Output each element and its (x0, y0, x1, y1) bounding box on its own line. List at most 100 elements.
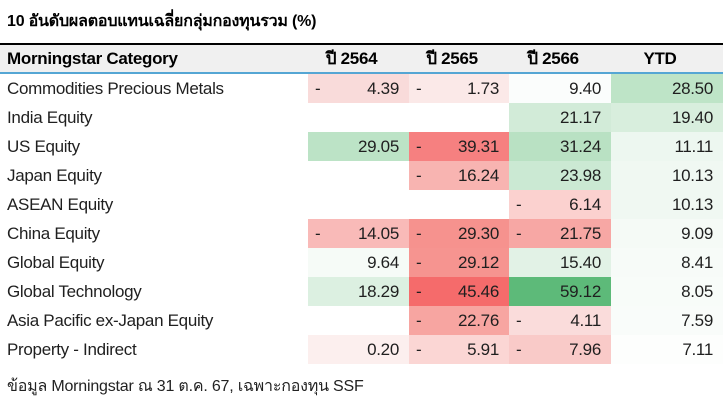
return-value: 5.91 (467, 339, 499, 359)
negative-sign: - (315, 78, 321, 98)
return-value: 16.24 (457, 165, 499, 185)
negative-sign: - (416, 136, 422, 156)
category-cell: Asia Pacific ex-Japan Equity (7, 310, 214, 330)
return-value: 8.05 (681, 281, 713, 301)
value-cell: - 29.30 (409, 219, 509, 248)
return-value: 14.05 (357, 223, 399, 243)
source-note: ข้อมูล Morningstar ณ 31 ต.ค. 67, เฉพาะกอ… (7, 378, 364, 395)
value-cell: 19.40 (611, 103, 723, 132)
negative-sign: - (416, 281, 422, 301)
value-cell: 8.05 (611, 277, 723, 306)
value-cell: 10.13 (611, 190, 723, 219)
category-cell: China Equity (7, 223, 100, 243)
return-value: 18.29 (357, 281, 399, 301)
category-cell: Japan Equity (7, 165, 102, 185)
return-value: 22.76 (457, 310, 499, 330)
return-value: 0.20 (367, 339, 399, 359)
return-value: 10.13 (671, 165, 713, 185)
value-cell: 18.29 (308, 277, 409, 306)
return-value: 7.59 (681, 310, 713, 330)
return-value: 19.40 (671, 107, 713, 127)
negative-sign: - (416, 78, 422, 98)
value-cell (308, 103, 409, 132)
value-cell: 23.98 (509, 161, 611, 190)
return-value: 29.05 (357, 136, 399, 156)
negative-sign: - (416, 165, 422, 185)
column-header-year-2564: ปี 2564 (325, 49, 378, 68)
value-cell (308, 306, 409, 335)
value-cell: 59.12 (509, 277, 611, 306)
value-cell: 28.50 (611, 73, 723, 103)
value-cell: 8.41 (611, 248, 723, 277)
table-header-row: Morningstar Category ปี 2564 ปี 2565 ปี … (0, 44, 723, 73)
value-cell: 9.09 (611, 219, 723, 248)
return-value: 28.50 (671, 78, 713, 98)
table-row: Asia Pacific ex-Japan Equity -22.76-4.11 7… (0, 306, 723, 335)
value-cell: 9.40 (509, 73, 611, 103)
value-cell: 7.11 (611, 335, 723, 364)
return-value: 1.73 (467, 78, 499, 98)
value-cell: - 6.14 (509, 190, 611, 219)
value-cell: 29.05 (308, 132, 409, 161)
return-value: 8.41 (681, 252, 713, 272)
return-value: 29.12 (457, 252, 499, 272)
value-cell: 0.20 (308, 335, 409, 364)
value-cell: - 39.31 (409, 132, 509, 161)
value-cell: - 7.96 (509, 335, 611, 364)
value-cell: - 4.11 (509, 306, 611, 335)
value-cell: - 22.76 (409, 306, 509, 335)
category-cell: Global Equity (7, 252, 105, 272)
return-value: 6.14 (569, 194, 601, 214)
return-value: 4.39 (367, 78, 399, 98)
negative-sign: - (416, 223, 422, 243)
value-cell: 7.59 (611, 306, 723, 335)
category-cell: US Equity (7, 136, 80, 156)
value-cell: - 5.91 (409, 335, 509, 364)
category-cell: ASEAN Equity (7, 194, 114, 214)
return-value: 45.46 (457, 281, 499, 301)
return-value: 15.40 (559, 252, 601, 272)
value-cell: - 14.05 (308, 219, 409, 248)
value-cell (308, 161, 409, 190)
negative-sign: - (516, 339, 522, 359)
column-header-year-2566: ปี 2566 (527, 49, 579, 68)
category-cell: Global Technology (7, 281, 142, 301)
value-cell: 10.13 (611, 161, 723, 190)
value-cell (308, 190, 409, 219)
table-row: India Equity 21.17 19.40 (0, 103, 723, 132)
table-row: Property - Indirect 0.20-5.91-7.96 7.11 (0, 335, 723, 364)
column-header-category: Morningstar Category (7, 48, 178, 68)
return-value: 29.30 (457, 223, 499, 243)
negative-sign: - (416, 252, 422, 272)
column-header-ytd: YTD (643, 48, 677, 68)
return-value: 7.11 (682, 339, 713, 359)
return-value: 39.31 (457, 136, 499, 156)
return-value: 31.24 (559, 136, 601, 156)
column-header-year-2565: ปี 2565 (426, 49, 478, 68)
value-cell: - 4.39 (308, 73, 409, 103)
table-body: Commodities Precious Metals -4.39-1.73 9.4… (0, 73, 723, 364)
negative-sign: - (315, 223, 321, 243)
fund-returns-table: Morningstar Category ปี 2564 ปี 2565 ปี … (0, 43, 723, 364)
return-value: 10.13 (671, 194, 713, 214)
negative-sign: - (416, 339, 422, 359)
table-header: Morningstar Category ปี 2564 ปี 2565 ปี … (0, 44, 723, 73)
value-cell: 15.40 (509, 248, 611, 277)
table-row: Japan Equity - 16.24 23.98 10.13 (0, 161, 723, 190)
return-value: 11.11 (674, 136, 713, 156)
value-cell: - 45.46 (409, 277, 509, 306)
negative-sign: - (516, 310, 522, 330)
return-value: 7.96 (569, 339, 601, 359)
negative-sign: - (416, 310, 422, 330)
category-cell: Property - Indirect (7, 339, 137, 359)
value-cell: - 1.73 (409, 73, 509, 103)
category-cell: Commodities Precious Metals (7, 78, 224, 98)
negative-sign: - (516, 223, 522, 243)
value-cell: - 16.24 (409, 161, 509, 190)
value-cell: 31.24 (509, 132, 611, 161)
return-value: 21.75 (559, 223, 601, 243)
value-cell (409, 103, 509, 132)
return-value: 4.11 (570, 310, 601, 330)
table-row: Global Technology 18.29- 45.46 59.12 8.05 (0, 277, 723, 306)
